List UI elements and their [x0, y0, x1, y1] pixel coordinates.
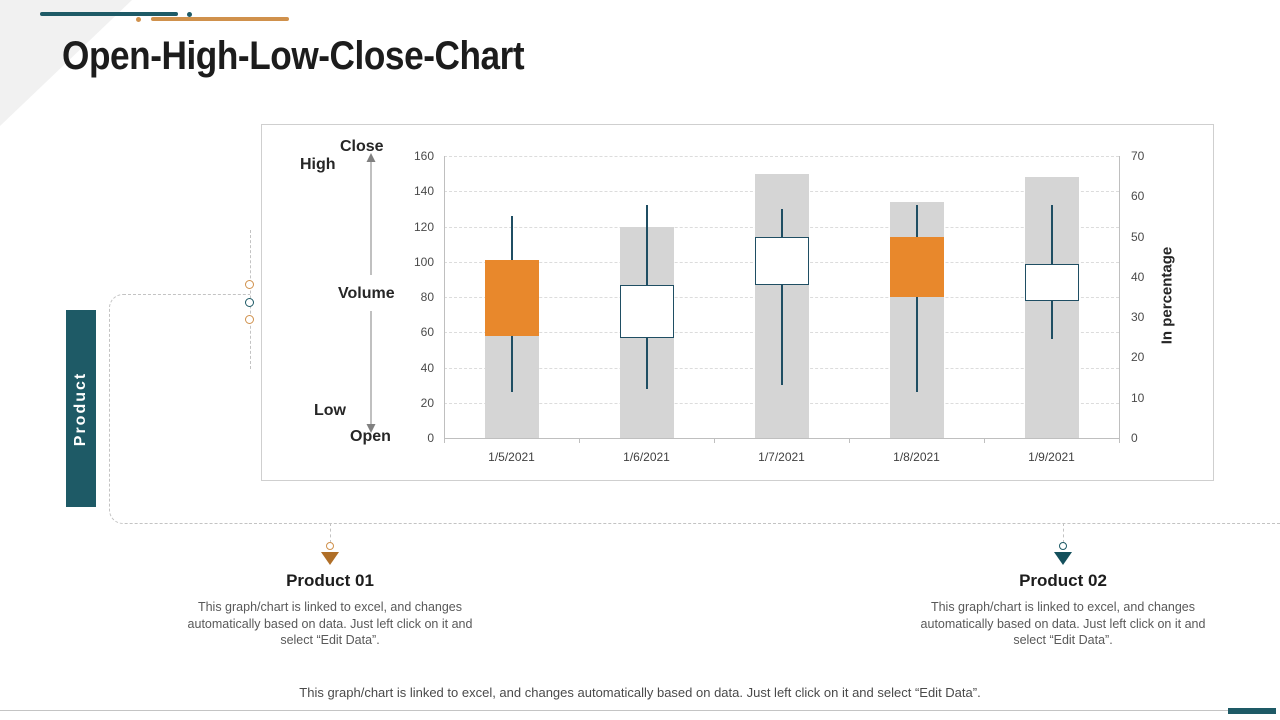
x-tick-label: 1/8/2021 [893, 450, 940, 464]
deco-orange-line [151, 17, 289, 21]
callout1-body: This graph/chart is linked to excel, and… [187, 600, 473, 647]
deco-teal-line [40, 12, 178, 16]
y-tick-label-left: 20 [420, 395, 434, 410]
y-tick-label-left: 60 [420, 325, 434, 340]
connector-circle-teal [245, 298, 254, 307]
footer-accent-bar [1228, 708, 1276, 714]
y-tick-label-left: 100 [413, 254, 434, 269]
y-tick-label-left: 160 [413, 149, 434, 163]
y-tick-label-left: 140 [413, 184, 434, 199]
candle-box-down [889, 237, 944, 297]
y-tick-label-right: 70 [1131, 149, 1145, 163]
candle-whisker [915, 205, 918, 393]
y-tick-label-left: 0 [427, 431, 434, 445]
x-tick-label: 1/9/2021 [1028, 450, 1075, 464]
gridline [444, 156, 1119, 157]
product-axis-label: Product [72, 371, 89, 446]
dashed-bracket [109, 294, 250, 524]
callout1-title: Product 01 [286, 571, 374, 590]
callout2-body: This graph/chart is linked to excel, and… [920, 600, 1206, 647]
x-tick-label: 1/7/2021 [758, 450, 805, 464]
callout1-triangle-icon [321, 552, 339, 565]
y-tick-label-right: 10 [1131, 390, 1145, 405]
candle-box-down [484, 259, 539, 336]
x-axis-tick [984, 438, 985, 443]
range-arrow-icon [366, 153, 376, 433]
connector-circle-orange-top [245, 280, 254, 289]
y-tick-label-right: 50 [1131, 229, 1145, 244]
legend-close-label: Close [340, 138, 384, 155]
x-axis-tick [849, 438, 850, 443]
right-axis-title: In percentage [1158, 246, 1176, 345]
product-axis-tab: Product [66, 310, 96, 507]
legend-volume-label: Volume [338, 285, 395, 302]
y-tick-label-right: 20 [1131, 350, 1145, 365]
page-title: Open-High-Low-Close-Chart [62, 34, 525, 78]
connector-circle-orange-bottom [245, 315, 254, 324]
callout1-connector [330, 523, 331, 543]
deco-teal-dot [187, 12, 192, 17]
y-tick-label-right: 40 [1131, 269, 1145, 284]
y-tick-label-left: 80 [420, 290, 434, 304]
legend-high-label: High [300, 156, 336, 173]
callout2-marker-circle [1059, 542, 1067, 550]
plot-area: 0 20 40 60 80 100 120 140 160 0 10 20 30 40 50 60 70 1/5/… [262, 125, 1213, 480]
callout2-connector [1063, 523, 1064, 543]
y-tick-label-right: 60 [1131, 189, 1145, 204]
x-axis-line [444, 438, 1119, 439]
x-axis-tick [1119, 438, 1120, 443]
legend-open-label: Open [350, 428, 391, 445]
callout1-marker-circle [326, 542, 334, 550]
x-axis-tick [444, 438, 445, 443]
y-tick-label-right: 30 [1131, 310, 1145, 325]
footer-line [0, 710, 1228, 711]
left-axis-line [444, 156, 445, 438]
x-axis-tick [579, 438, 580, 443]
dashed-baseline [249, 523, 1280, 524]
x-tick-label: 1/5/2021 [488, 450, 535, 464]
callout2-triangle-icon [1054, 552, 1072, 565]
y-tick-label-left: 40 [420, 360, 434, 375]
x-tick-label: 1/6/2021 [623, 450, 670, 464]
candle-box-up [619, 284, 674, 338]
callout2-title: Product 02 [1019, 571, 1107, 590]
y-tick-label-right: 0 [1131, 431, 1138, 445]
legend-low-label: Low [314, 402, 346, 419]
right-axis-line [1119, 156, 1120, 438]
ohlc-chart-frame[interactable]: Close High Volume Low Open 0 20 40 60 80 100 1… [261, 124, 1214, 481]
deco-orange-dot [136, 17, 141, 22]
candle-box-up [754, 237, 809, 285]
y-tick-label-left: 120 [413, 219, 434, 234]
candle-whisker [780, 208, 783, 386]
candle-box-up [1024, 263, 1079, 301]
footer-note: This graph/chart is linked to excel, and… [299, 685, 981, 700]
x-axis-tick [714, 438, 715, 443]
